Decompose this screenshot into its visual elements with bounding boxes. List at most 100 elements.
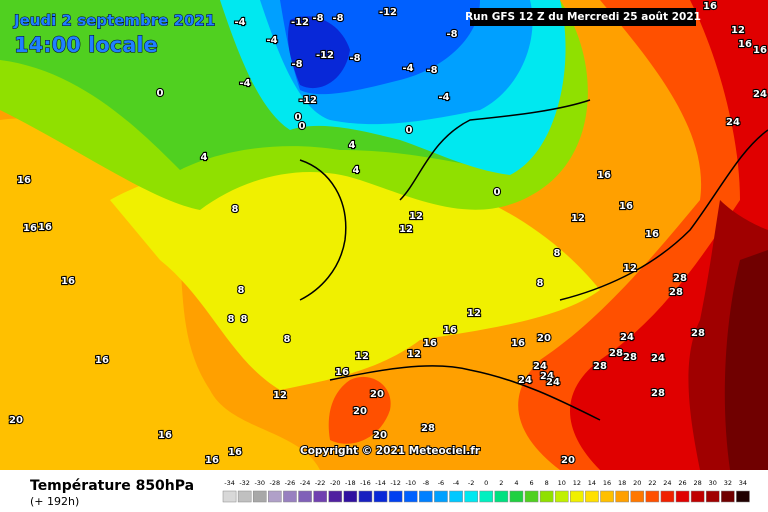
legend-swatch xyxy=(494,490,509,503)
contour-label: 28 xyxy=(593,361,607,372)
legend-label: -22 xyxy=(315,479,326,487)
legend-label: 22 xyxy=(648,479,656,487)
contour-label: 24 xyxy=(546,377,560,388)
legend-label: -14 xyxy=(375,479,386,487)
contour-label: -8 xyxy=(312,13,323,24)
legend-swatch xyxy=(660,490,675,503)
legend-swatch xyxy=(721,490,735,503)
contour-label: 8 xyxy=(284,334,291,345)
contour-label: 24 xyxy=(540,371,554,382)
contour-label: 20 xyxy=(373,430,387,441)
contour-label: -8 xyxy=(291,59,302,70)
contour-label: 0 xyxy=(494,187,501,198)
copyright: Copyright © 2021 Meteociel.fr xyxy=(300,445,481,457)
contour-label: 28 xyxy=(623,352,637,363)
contour-label: 0 xyxy=(406,125,413,136)
contour-label: 24 xyxy=(726,117,740,128)
legend-swatch xyxy=(283,490,297,503)
contour-labels: -4 -12 -8 -8-12-4-12 -8-8-1200-8-8-4-400-444… xyxy=(8,0,768,467)
contour-label: 20 xyxy=(561,455,575,466)
legend-swatch xyxy=(343,490,358,503)
legend-swatch xyxy=(419,490,433,503)
contour-label: 12 xyxy=(409,211,423,222)
legend-swatch xyxy=(373,490,388,503)
contour-label: 12 xyxy=(467,308,481,319)
legend-swatch xyxy=(509,490,524,503)
legend-label: 4 xyxy=(514,479,518,487)
legend-label: 8 xyxy=(545,479,549,487)
time-title: 14:00 locale xyxy=(14,33,158,57)
contour-label: 0 xyxy=(295,112,302,123)
legend-swatch xyxy=(645,490,660,503)
legend-label: -8 xyxy=(423,479,429,487)
lead-time: (+ 192h) xyxy=(30,495,79,508)
legend-label: 6 xyxy=(529,479,533,487)
legend-swatch xyxy=(449,490,463,503)
legend-swatch xyxy=(403,490,418,503)
contour-label: 20 xyxy=(353,406,367,417)
legend-swatch xyxy=(690,490,705,503)
legend-label: -16 xyxy=(360,479,371,487)
legend-label: 26 xyxy=(678,479,686,487)
contour-label: 16 xyxy=(619,201,633,212)
contour-label: 12 xyxy=(407,349,421,360)
temperature-field xyxy=(0,0,768,470)
legend-label: -28 xyxy=(270,479,281,487)
field-title: Température 850hPa xyxy=(30,478,194,494)
color-legend: -34 -32 -30 -28 -26 -24 -22 -20 -18 -16 -14 -12 -10-… xyxy=(222,479,750,503)
run-info: Run GFS 12 Z du Mercredi 25 août 2021 xyxy=(465,11,701,23)
legend-swatch xyxy=(464,490,478,503)
contour-label: 28 xyxy=(651,388,665,399)
legend-swatch xyxy=(328,490,343,503)
contour-label: 28 xyxy=(421,423,435,434)
contour-label: -12 xyxy=(379,7,397,18)
contour-label: 16 xyxy=(645,229,659,240)
legend-label: -26 xyxy=(285,479,296,487)
legend-label: -10 xyxy=(405,479,416,487)
contour-label: 20 xyxy=(370,389,384,400)
legend-label: 2 xyxy=(499,479,503,487)
legend-label: 24 xyxy=(663,479,671,487)
legend-swatch xyxy=(252,490,267,503)
legend-label: 28 xyxy=(694,479,702,487)
contour-label: 16 xyxy=(753,45,767,56)
coastlines xyxy=(299,99,768,421)
contour-label: -8 xyxy=(446,29,457,40)
legend-label: -20 xyxy=(330,479,341,487)
contour-label: 4 xyxy=(353,165,360,176)
legend-swatch xyxy=(705,490,720,503)
legend-swatch xyxy=(222,490,237,503)
legend-label: -24 xyxy=(300,479,311,487)
legend-label: 34 xyxy=(739,479,747,487)
contour-label: 12 xyxy=(571,213,585,224)
contour-label: 0 xyxy=(299,121,306,132)
contour-label: 16 xyxy=(38,222,52,233)
contour-label: -12 xyxy=(316,50,334,61)
contour-label: 24 xyxy=(533,361,547,372)
contour-label: 28 xyxy=(673,273,687,284)
contour-label: 4 xyxy=(349,140,356,151)
contour-label: 28 xyxy=(691,328,705,339)
contour-label: 16 xyxy=(95,355,109,366)
contour-label: 12 xyxy=(355,351,369,362)
contour-label: 16 xyxy=(61,276,75,287)
legend-swatch xyxy=(615,490,629,503)
legend-swatch xyxy=(585,490,599,503)
contour-label: 12 xyxy=(623,263,637,274)
contour-label: 16 xyxy=(511,338,525,349)
contour-label: 28 xyxy=(669,287,683,298)
legend-swatch xyxy=(298,490,312,503)
legend-swatch xyxy=(313,490,327,503)
contour-label: 24 xyxy=(753,89,767,100)
legend-label: -30 xyxy=(254,479,265,487)
contour-label: 20 xyxy=(9,415,23,426)
contour-label: 12 xyxy=(731,25,745,36)
contour-label: -4 xyxy=(239,78,250,89)
contour-label: 20 xyxy=(537,333,551,344)
contour-label: 24 xyxy=(620,332,634,343)
contour-label: 24 xyxy=(651,353,665,364)
contour-label: -4 xyxy=(234,17,245,28)
contour-label: 12 xyxy=(273,390,287,401)
date-title: Jeudi 2 septembre 2021 xyxy=(13,12,215,30)
legend-label: -34 xyxy=(224,479,235,487)
